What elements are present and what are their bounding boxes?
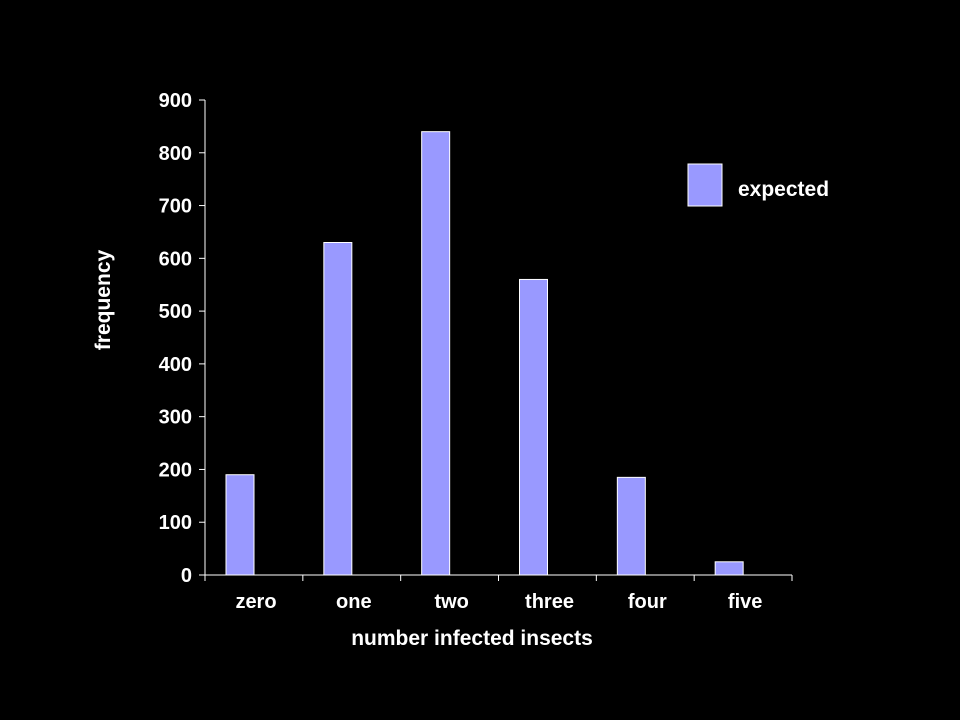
y-tick-label: 700 [159, 196, 192, 218]
y-axis: 0 100 200 300 400 500 600 700 800 900 [159, 90, 206, 587]
bar-zero [225, 474, 255, 576]
y-tick-label: 300 [159, 407, 192, 429]
y-tick-label: 200 [159, 459, 192, 481]
legend-label-expected: expected [738, 178, 829, 201]
bar-five [714, 561, 744, 576]
x-axis: zero one two three four five [204, 574, 793, 613]
y-tick-label: 100 [159, 512, 192, 534]
x-tick-label: two [434, 591, 468, 613]
x-axis-title: number infected insects [351, 627, 593, 650]
bar-two [421, 131, 451, 576]
y-tick-label: 800 [159, 143, 192, 165]
y-tick-label: 0 [181, 565, 192, 587]
y-tick-label: 900 [159, 90, 192, 112]
bar-four [616, 476, 646, 576]
bar-one [323, 242, 353, 576]
legend: expected [687, 163, 829, 207]
y-axis-title: frequency [92, 250, 115, 351]
legend-swatch-expected [687, 163, 723, 207]
bar-series-expected [225, 131, 744, 576]
x-tick-label: zero [235, 591, 276, 613]
bar-three [519, 278, 548, 576]
y-tick-label: 600 [159, 248, 192, 270]
x-tick-label: five [728, 591, 762, 613]
x-tick-label: one [336, 591, 372, 613]
y-tick-label: 400 [159, 354, 192, 376]
y-tick-label: 500 [159, 301, 192, 323]
x-tick-label: three [525, 591, 574, 613]
x-tick-label: four [628, 591, 667, 613]
